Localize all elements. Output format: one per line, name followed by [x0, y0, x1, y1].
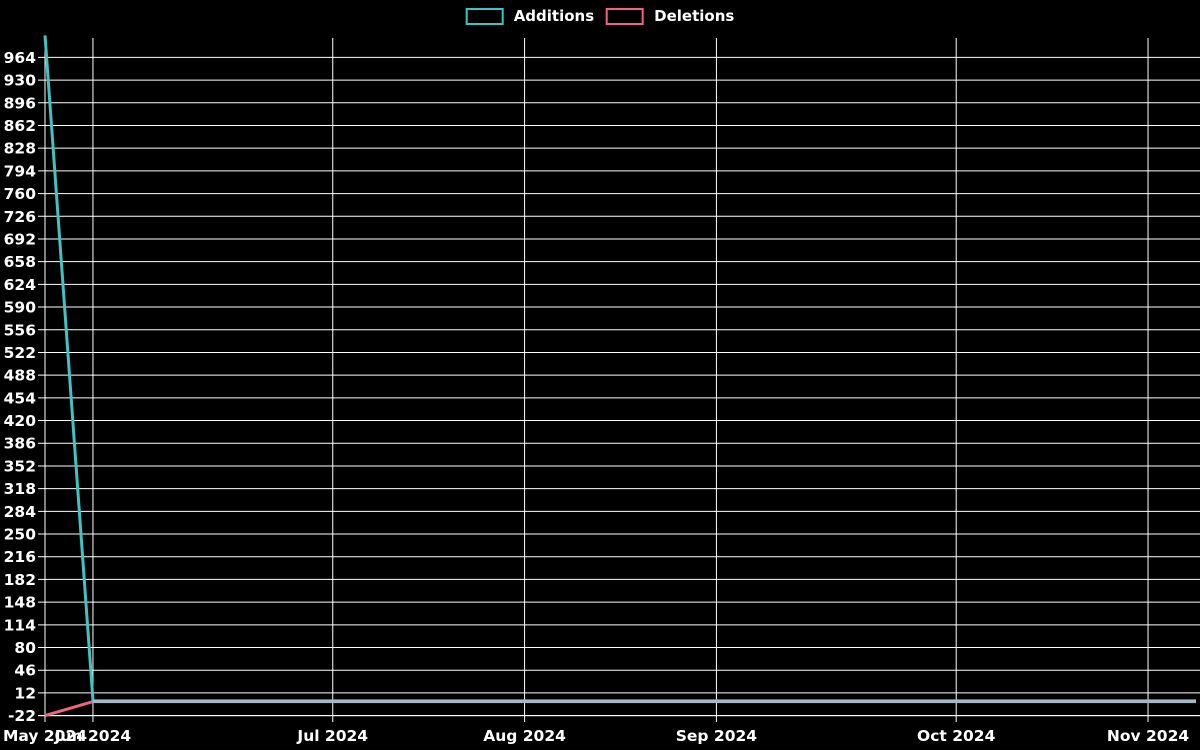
- y-tick-label: 658: [4, 253, 36, 271]
- y-tick-label: 692: [4, 230, 36, 248]
- y-tick-label: 488: [4, 367, 36, 385]
- y-tick-label: 148: [4, 594, 36, 612]
- y-tick-label: 828: [4, 140, 36, 158]
- y-tick-label: 386: [4, 435, 36, 453]
- y-tick-label: 760: [4, 185, 37, 203]
- y-tick-label: 352: [4, 457, 36, 475]
- additions-legend-label: Additions: [513, 7, 595, 25]
- x-tick-label: May 2024: [3, 727, 87, 745]
- y-tick-label: 114: [4, 616, 37, 634]
- x-tick-label: Sep 2024: [676, 727, 758, 745]
- legend-item-deletions: Deletions: [606, 8, 734, 25]
- x-tick-label: Oct 2024: [917, 727, 996, 745]
- y-tick-label: -22: [8, 707, 36, 725]
- y-tick-label: 318: [4, 480, 36, 498]
- deletions-legend-label: Deletions: [654, 7, 735, 25]
- y-tick-label: 930: [4, 72, 37, 90]
- legend-item-additions: Additions: [465, 7, 595, 25]
- y-tick-label: 216: [4, 548, 36, 566]
- additions-swatch-icon: [465, 8, 504, 25]
- x-tick-label: Jun 2024: [54, 727, 132, 745]
- y-tick-label: 46: [14, 662, 36, 680]
- y-tick-label: 896: [4, 94, 36, 112]
- y-tick-label: 964: [4, 49, 37, 67]
- y-tick-label: 556: [4, 321, 36, 339]
- y-tick-label: 794: [4, 162, 37, 180]
- additions-line: [43, 35, 1196, 703]
- y-tick-label: 862: [4, 117, 36, 135]
- y-tick-label: 522: [4, 344, 36, 362]
- y-tick-label: 80: [14, 639, 36, 657]
- y-tick-label: 726: [4, 208, 36, 226]
- y-tick-label: 284: [4, 503, 37, 521]
- legend: Additions Deletions: [465, 7, 734, 25]
- deletions-line: [44, 700, 1196, 718]
- y-tick-label: 182: [4, 571, 36, 589]
- x-tick-label: Aug 2024: [483, 727, 566, 745]
- y-tick-label: 420: [4, 412, 37, 430]
- y-tick-label: 250: [4, 526, 37, 544]
- x-tick-label: Jul 2024: [296, 727, 368, 745]
- y-tick-label: 624: [4, 276, 37, 294]
- deletions-swatch-icon: [606, 8, 645, 25]
- y-tick-label: 590: [4, 299, 37, 317]
- x-tick-label: Nov 2024: [1107, 727, 1189, 745]
- y-tick-label: 454: [4, 389, 37, 407]
- y-tick-label: 12: [14, 684, 36, 702]
